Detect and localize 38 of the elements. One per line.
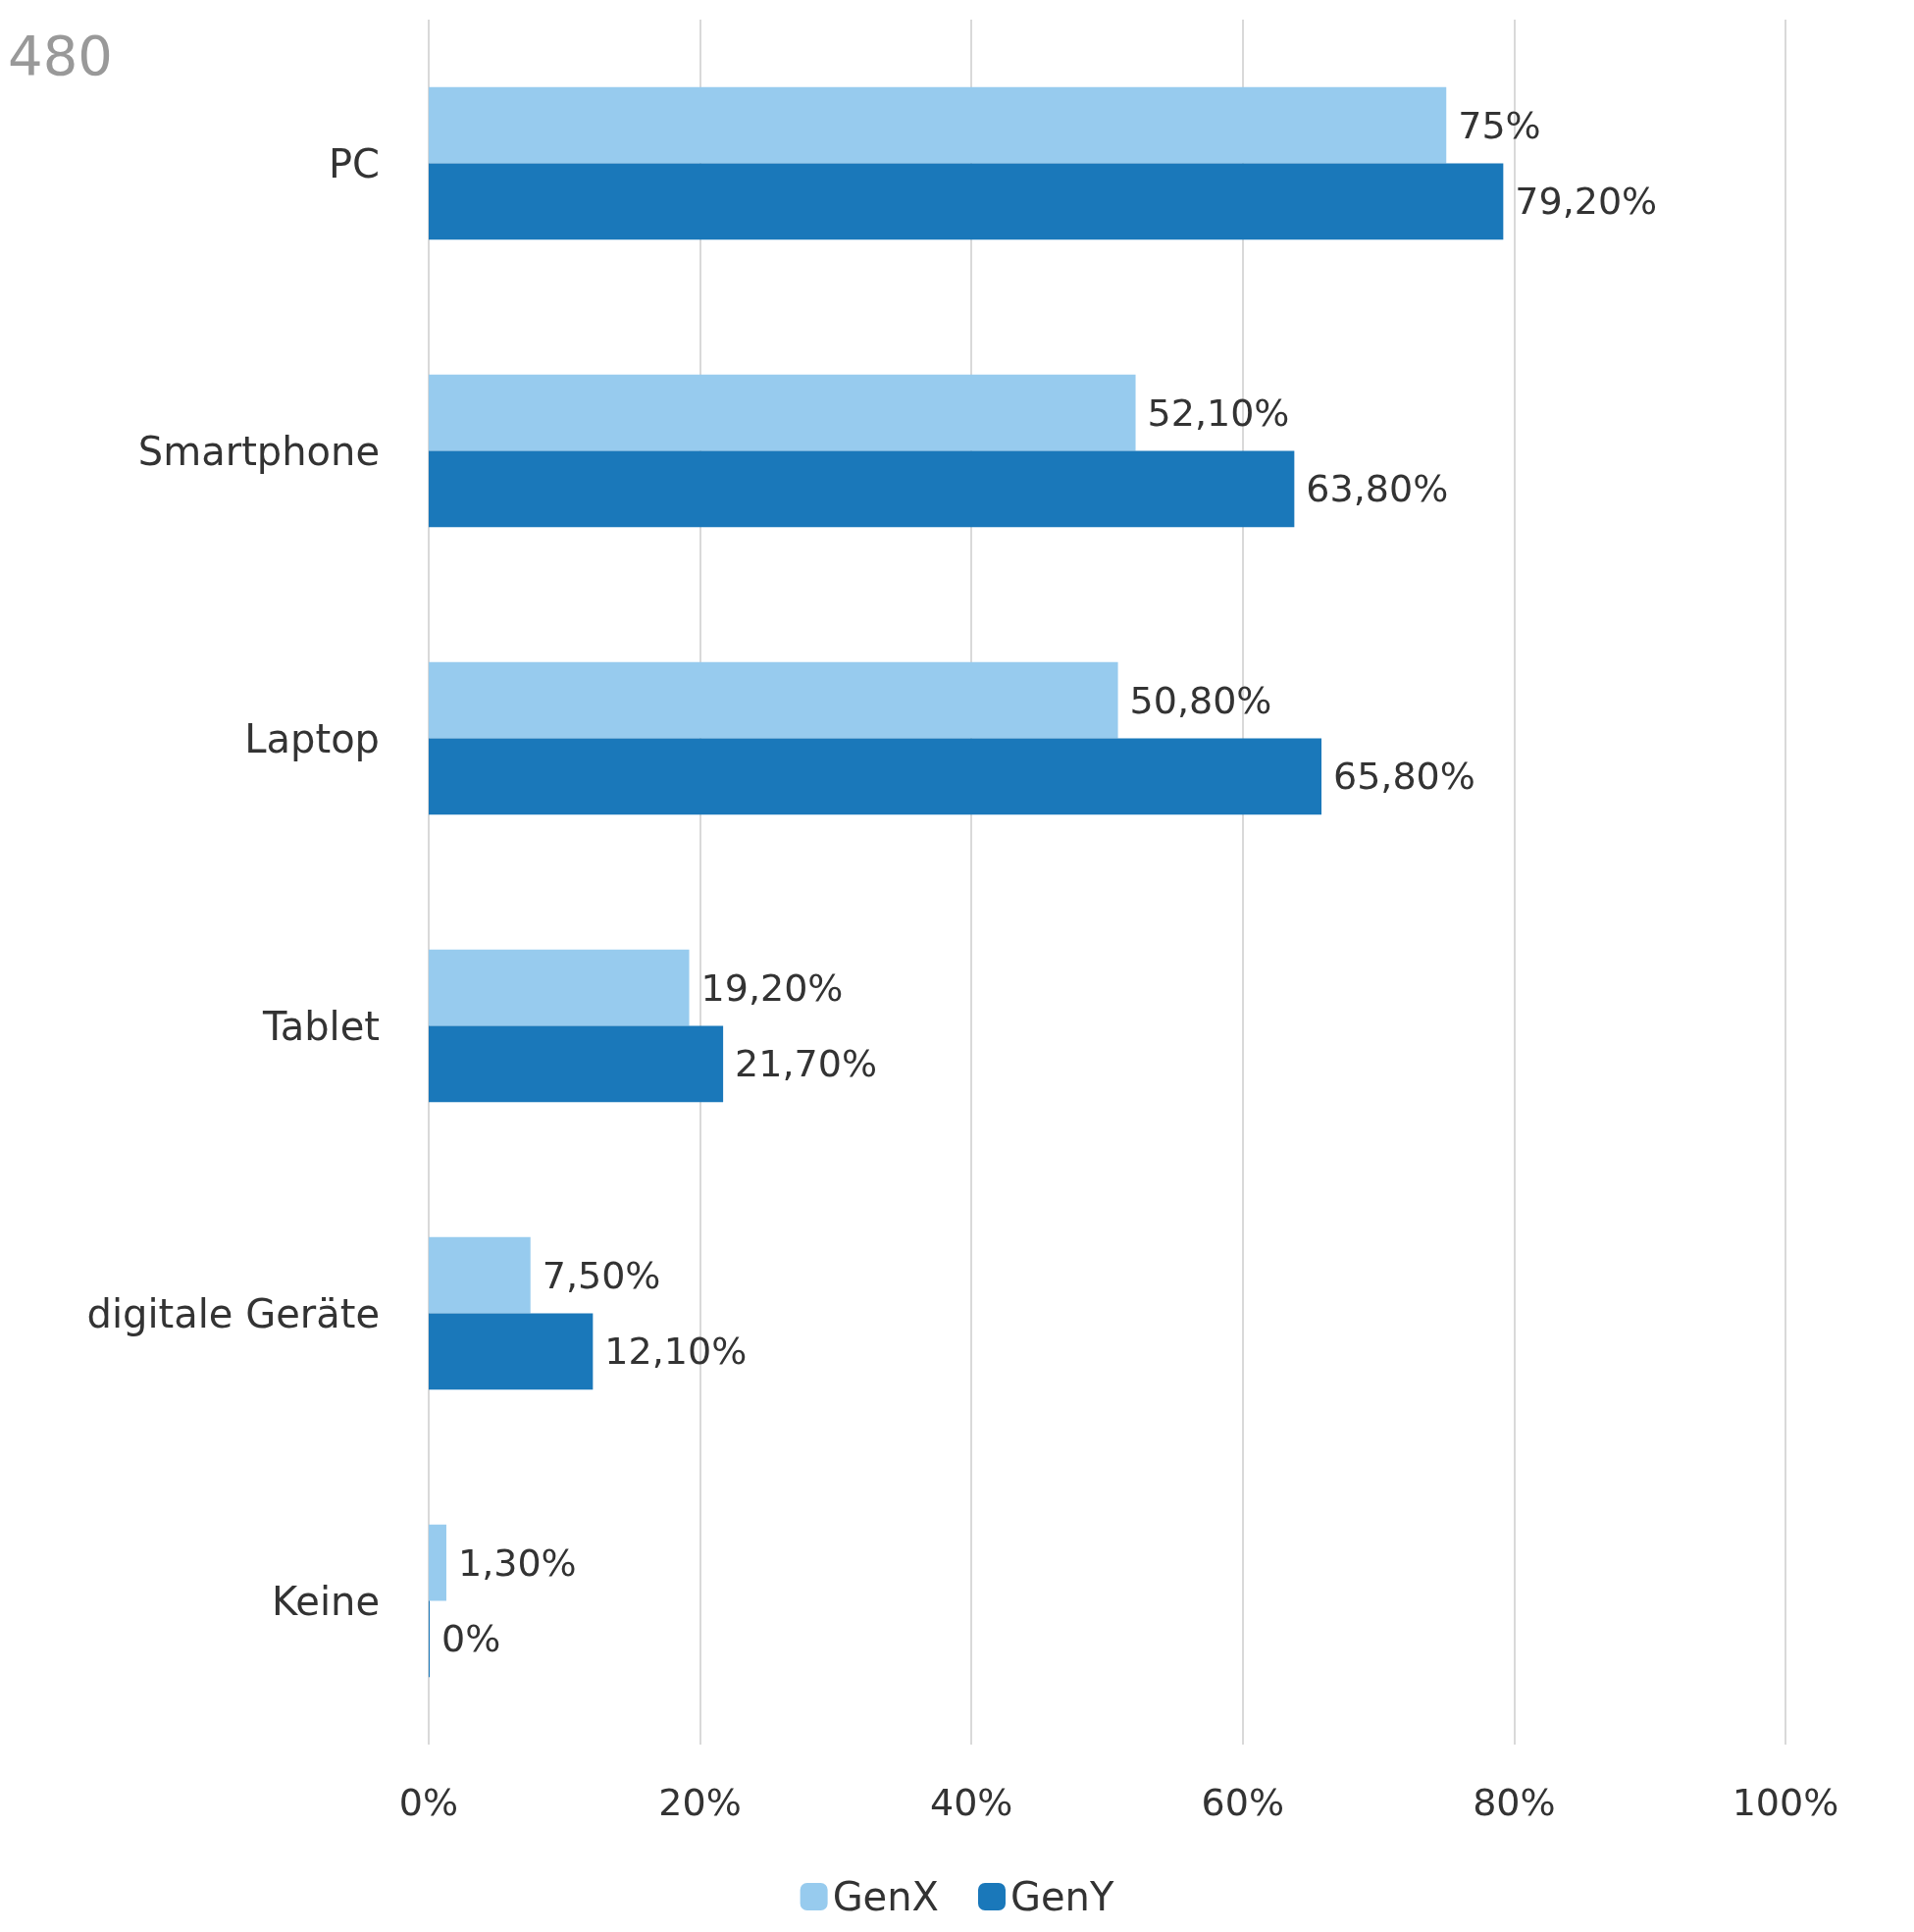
y-tick-label: Smartphone — [137, 428, 380, 474]
y-tick-label: Tablet — [261, 1003, 380, 1049]
y-tick-label: PC — [328, 140, 380, 186]
legend-label: GenX — [832, 1874, 939, 1919]
bar — [429, 86, 1447, 164]
data-label: 7,50% — [542, 1253, 661, 1297]
bar — [429, 163, 1504, 240]
bar — [429, 1313, 594, 1390]
data-label: 0% — [441, 1617, 501, 1661]
x-tick-label: 40% — [929, 1781, 1013, 1824]
data-label: 75% — [1458, 103, 1541, 147]
data-label: 1,30% — [457, 1540, 577, 1585]
y-tick-label: Laptop — [244, 715, 380, 761]
data-label: 63,80% — [1306, 467, 1449, 511]
x-tick-label: 80% — [1473, 1781, 1556, 1824]
data-label: 65,80% — [1333, 755, 1475, 799]
data-label: 50,80% — [1129, 678, 1272, 722]
text: 480 — [8, 23, 113, 87]
data-label: 79,20% — [1515, 180, 1658, 224]
data-label: 21,70% — [735, 1042, 878, 1086]
bar — [429, 1025, 724, 1103]
bar — [429, 374, 1136, 451]
y-tick-label: digitale Geräte — [86, 1290, 380, 1336]
bar — [429, 1236, 531, 1314]
y-tick-label: Keine — [272, 1578, 380, 1624]
x-tick-label: 100% — [1732, 1781, 1839, 1824]
bar — [429, 661, 1118, 739]
bar — [429, 1524, 446, 1601]
data-label: 19,20% — [700, 966, 844, 1010]
x-tick-label: 0% — [398, 1781, 459, 1824]
data-label: 52,10% — [1147, 391, 1290, 435]
x-tick-label: 60% — [1201, 1781, 1285, 1824]
bar — [429, 738, 1322, 815]
bar — [429, 450, 1295, 528]
data-label: 12,10% — [604, 1330, 748, 1374]
legend-label: GenY — [1009, 1874, 1114, 1919]
x-tick-label: 20% — [658, 1781, 742, 1824]
bar — [429, 949, 690, 1026]
